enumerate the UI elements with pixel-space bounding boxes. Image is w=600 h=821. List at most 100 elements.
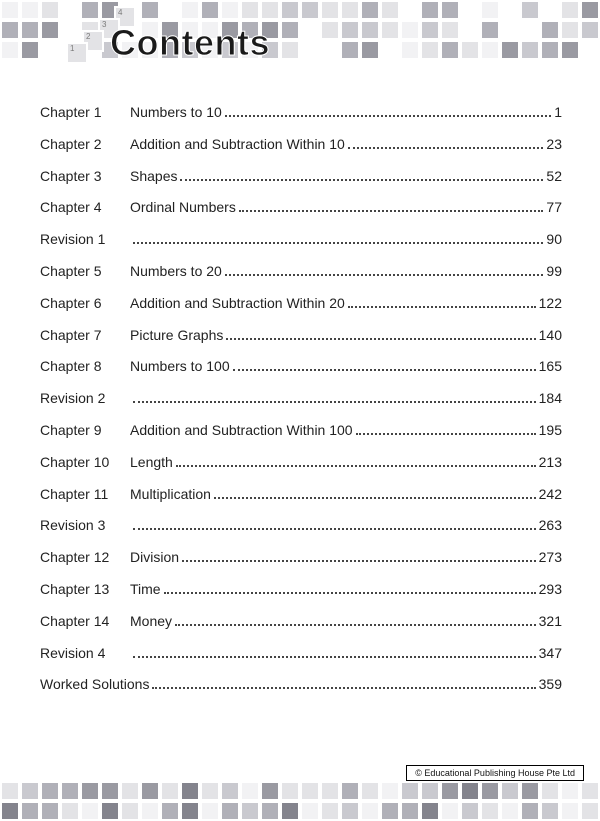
mosaic-cell [300,40,320,60]
toc-leader-dots [182,560,536,562]
toc-row: Chapter 9Addition and Subtraction Within… [40,422,562,438]
mosaic-cell [380,40,400,60]
toc-row: Chapter 13Time 293 [40,581,562,597]
toc-page-number: 90 [546,231,562,247]
toc-chapter: Chapter 13 [40,581,130,597]
toc-page-number: 23 [546,136,562,152]
toc-chapter: Chapter 8 [40,358,130,374]
mosaic-cell [460,801,480,821]
mosaic-cell [260,781,280,801]
mosaic-cell [320,801,340,821]
toc-page-number: 165 [539,358,562,374]
mosaic-cell [60,0,80,20]
mosaic-cell [220,781,240,801]
toc-chapter: Revision 3 [40,517,130,533]
mosaic-cell [400,0,420,20]
mosaic-cell [380,0,400,20]
toc-leader-dots [214,497,536,499]
mosaic-cell [280,20,300,40]
mosaic-cell [160,781,180,801]
mosaic-cell [160,801,180,821]
mosaic-cell [300,0,320,20]
mosaic-cell [80,0,100,20]
mosaic-cell [140,0,160,20]
toc-row: Chapter 4Ordinal Numbers77 [40,199,562,215]
mosaic-cell [420,40,440,60]
toc-row: Chapter 11Multiplication242 [40,486,562,502]
mosaic-cell [20,20,40,40]
mosaic-cell [300,20,320,40]
toc-row: Worked Solutions359 [40,676,562,692]
mosaic-cell [20,40,40,60]
mosaic-cell [420,781,440,801]
mosaic-cell [200,0,220,20]
toc-title: Multiplication [130,486,211,502]
copyright-text: © Educational Publishing House Pte Ltd [415,768,575,778]
toc-chapter: Chapter 1 [40,104,130,120]
toc-page-number: 359 [539,676,562,692]
footer-mosaic [0,781,600,821]
toc-row: Chapter 2Addition and Subtraction Within… [40,136,562,152]
mosaic-cell [340,40,360,60]
toc-leader-dots [348,147,544,149]
toc-page-number: 293 [539,581,562,597]
mosaic-cell [280,40,300,60]
toc-chapter: Chapter 14 [40,613,130,629]
mosaic-cell [140,801,160,821]
mosaic-cell [260,0,280,20]
mosaic-cell [320,40,340,60]
toc-leader-dots [133,528,536,530]
toc-row: Chapter 12Division 273 [40,549,562,565]
toc-page-number: 77 [546,199,562,215]
toc-chapter: Chapter 9 [40,422,130,438]
toc-title: Money [130,613,172,629]
toc-row: Chapter 6Addition and Subtraction Within… [40,295,562,311]
toc-title: Addition and Subtraction Within 10 [130,136,345,152]
toc-title: Division [130,549,179,565]
mosaic-cell [360,40,380,60]
toc-title: Ordinal Numbers [130,199,236,215]
mosaic-cell [140,781,160,801]
mosaic-cell [340,0,360,20]
mosaic-cell [540,781,560,801]
mosaic-cell [80,781,100,801]
mosaic-cell [220,801,240,821]
toc-page-number: 273 [539,549,562,565]
mosaic-cell [380,20,400,40]
mosaic-cell [0,40,20,60]
toc-leader-dots [133,242,543,244]
mosaic-cell [400,40,420,60]
mosaic-cell [0,0,20,20]
mosaic-cell [560,20,580,40]
toc-title: Time [130,581,161,597]
toc-page-number: 263 [539,517,562,533]
mosaic-cell [360,0,380,20]
mosaic-cell [240,801,260,821]
mosaic-cell [440,20,460,40]
mosaic-cell [560,801,580,821]
mosaic-cell [580,0,600,20]
mosaic-cell [340,20,360,40]
mosaic-cell [540,0,560,20]
mosaic-cell [420,0,440,20]
mosaic-cell [180,781,200,801]
toc-leader-dots [175,624,536,626]
toc-row: Chapter 1Numbers to 101 [40,104,562,120]
mosaic-cell [580,801,600,821]
mosaic-cell [500,20,520,40]
toc-title: Addition and Subtraction Within 100 [130,422,353,438]
toc-page-number: 140 [539,327,562,343]
mosaic-cell [440,801,460,821]
mosaic-cell [240,781,260,801]
toc-row: Chapter 5Numbers to 2099 [40,263,562,279]
toc-title: Numbers to 10 [130,104,222,120]
mosaic-cell [340,781,360,801]
mosaic-cell [160,0,180,20]
mosaic-cell [360,781,380,801]
mosaic-cell [280,781,300,801]
mosaic-cell [300,801,320,821]
toc-chapter: Chapter 12 [40,549,130,565]
mosaic-row [0,801,600,821]
page-title: Contents [86,22,270,64]
toc-row: Chapter 10Length213 [40,454,562,470]
